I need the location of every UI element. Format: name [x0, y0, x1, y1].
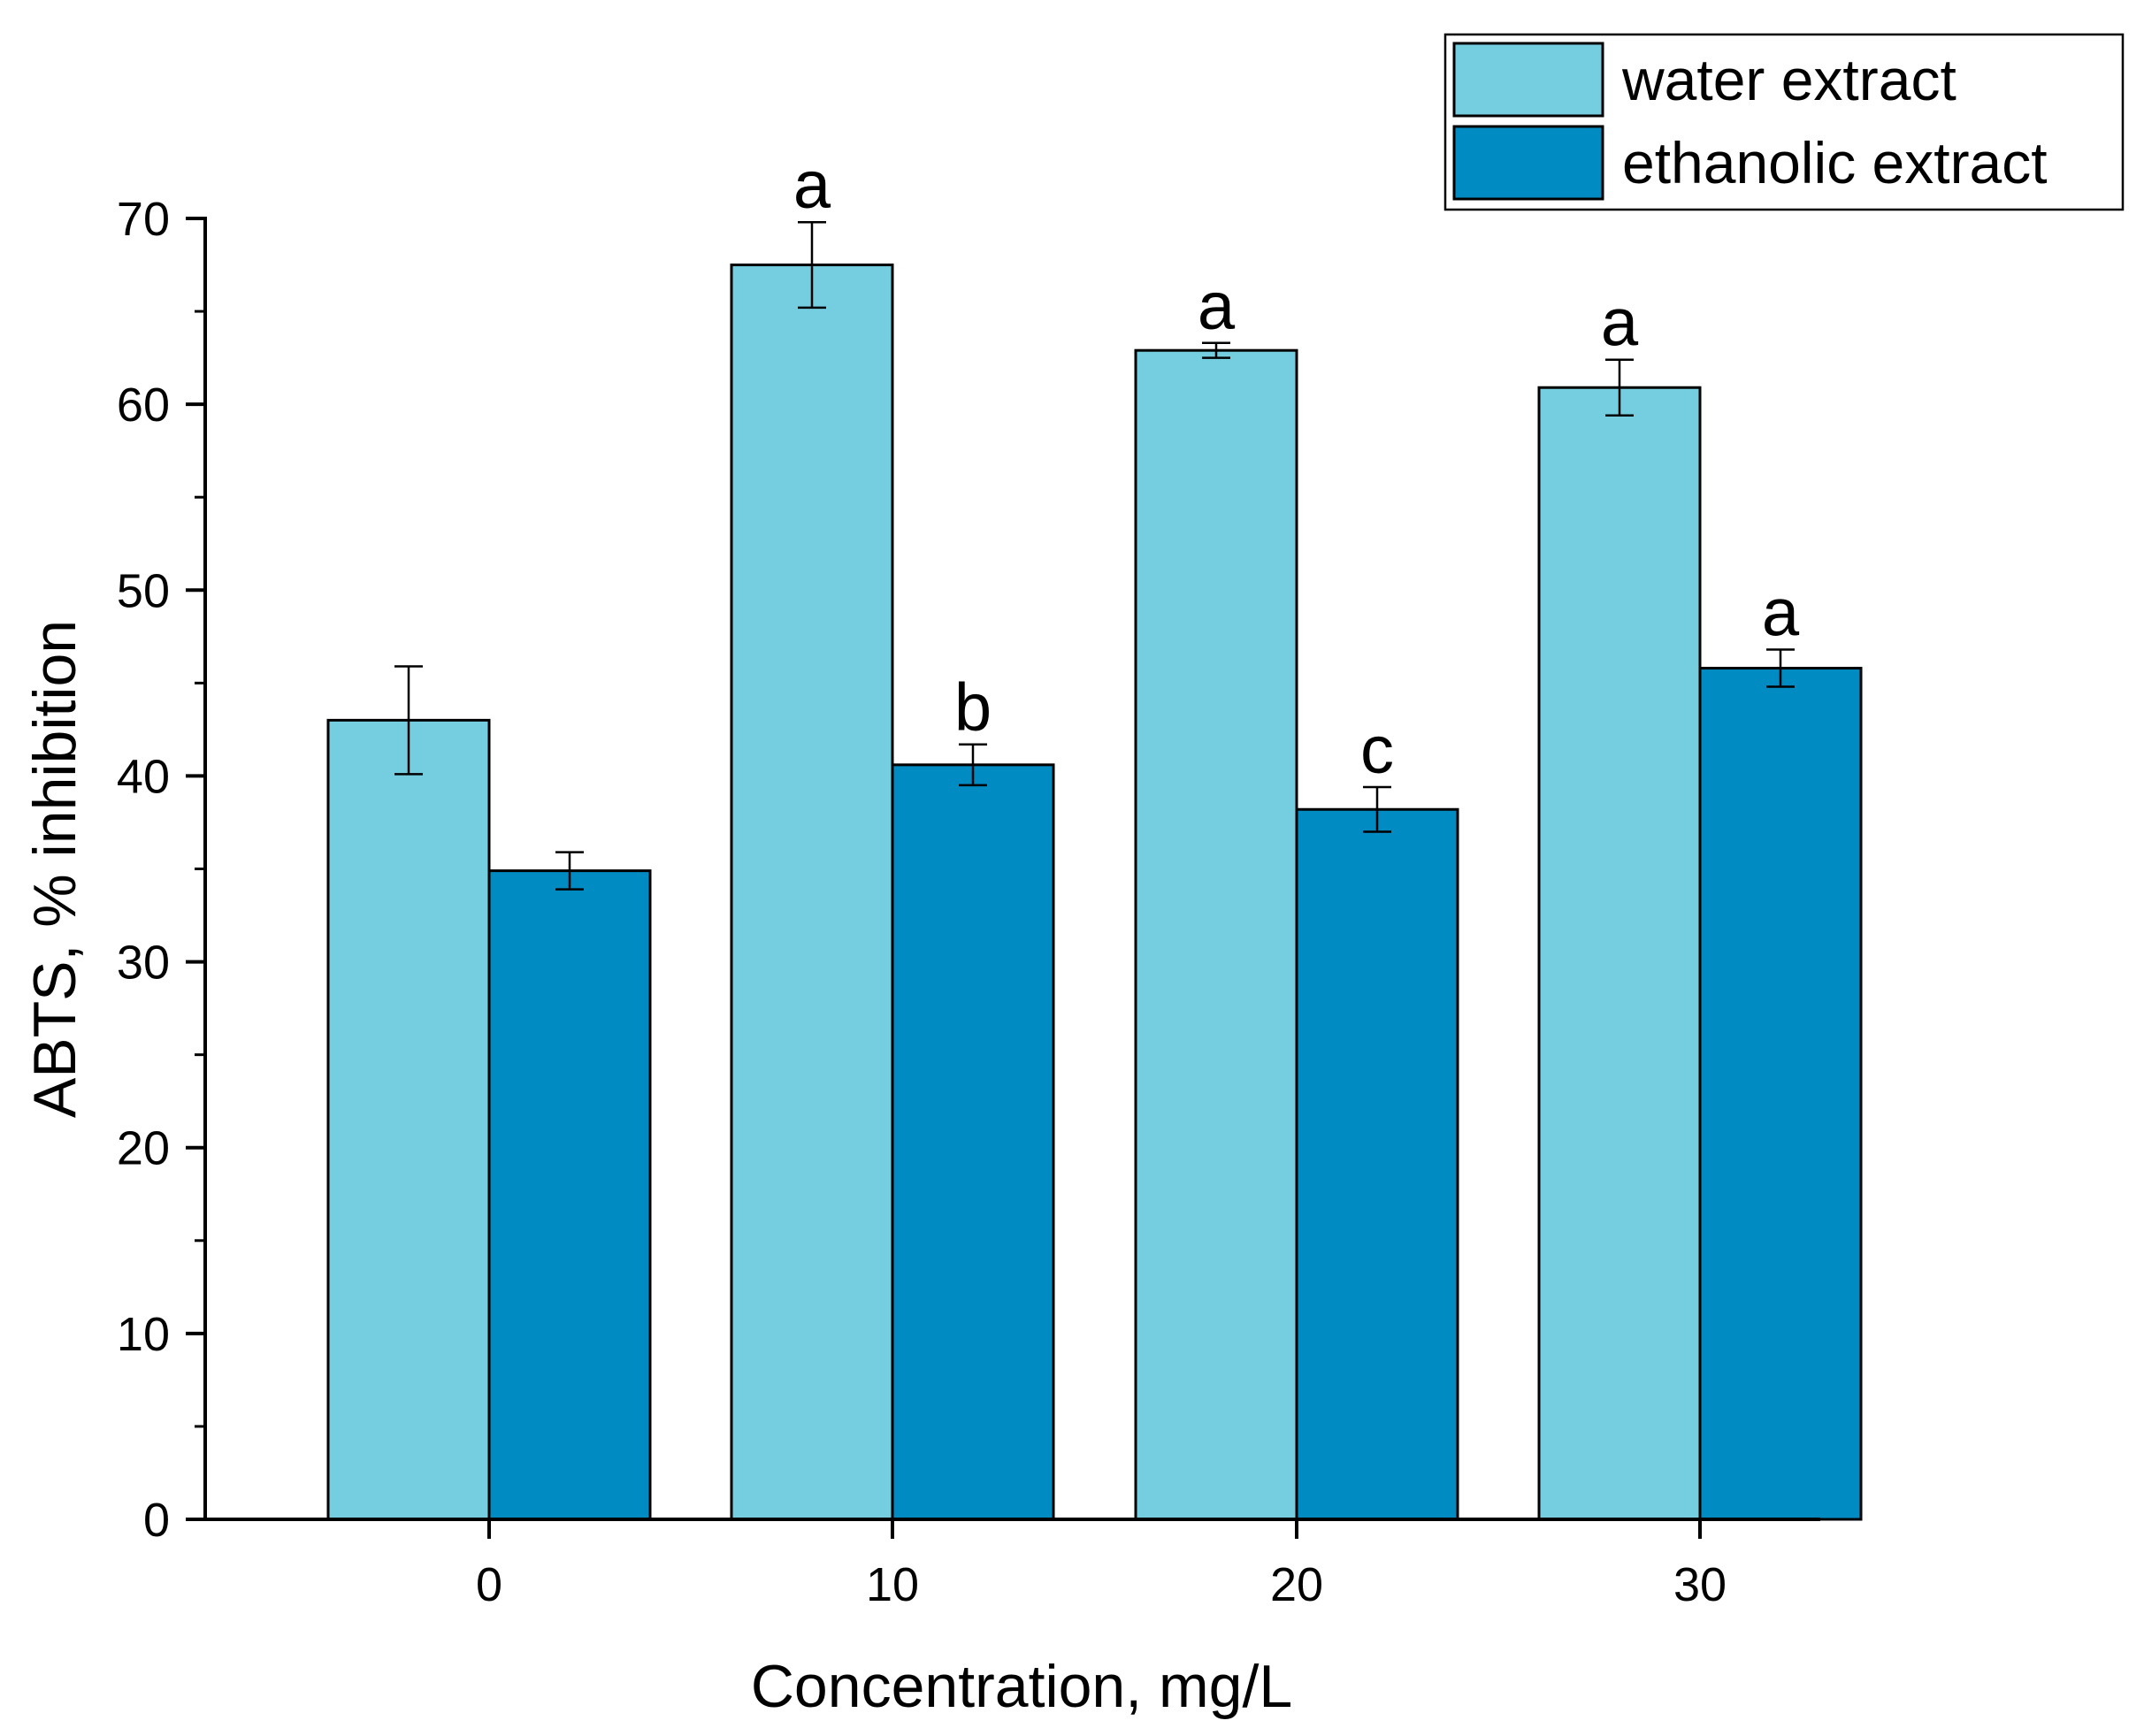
error-bar — [1202, 341, 1230, 359]
y-axis-title: ABTS, % inhibition — [21, 620, 88, 1118]
error-bar — [1766, 648, 1795, 688]
bar-ethanolic-extract — [891, 763, 1055, 1521]
bar-water-extract — [1537, 386, 1702, 1521]
significance-letter: a — [793, 148, 831, 223]
legend-label-ethanolic-extract: ethanolic extract — [1622, 130, 2048, 195]
significance-letter: a — [1762, 576, 1800, 651]
legend-swatch-ethanolic-extract — [1452, 125, 1604, 201]
x-tick-label: 0 — [476, 1558, 502, 1611]
bar-ethanolic-extract — [487, 869, 652, 1521]
y-tick-label: 30 — [117, 937, 170, 990]
y-tick-label: 70 — [117, 193, 170, 246]
error-bars-layer — [394, 220, 1795, 891]
x-tick-label: 30 — [1673, 1558, 1727, 1611]
error-bar — [1363, 785, 1391, 833]
error-bar — [555, 851, 584, 891]
x-ticks: 0 10 20 30 — [476, 1519, 1727, 1611]
y-tick-label: 50 — [117, 564, 170, 617]
y-tick-label: 20 — [117, 1122, 170, 1175]
y-tick-label: 10 — [117, 1308, 170, 1361]
bar-water-extract — [730, 264, 894, 1521]
y-tick-label: 0 — [143, 1494, 170, 1547]
y-tick-label: 60 — [117, 379, 170, 432]
error-bar — [959, 743, 987, 787]
significance-letter: a — [1601, 286, 1639, 361]
significance-letter: b — [954, 670, 992, 746]
error-bar — [1605, 358, 1634, 417]
x-tick-label: 10 — [866, 1558, 919, 1611]
bar-ethanolic-extract — [1698, 667, 1863, 1521]
x-tick-label: 20 — [1270, 1558, 1323, 1611]
legend-swatch-water-extract — [1452, 42, 1604, 118]
x-axis-title: Concentration, mg/L — [751, 1653, 1292, 1720]
y-ticks: 0 10 20 30 40 50 60 70 — [117, 193, 205, 1547]
significance-letter: a — [1198, 269, 1236, 344]
bar-water-extract — [1134, 348, 1298, 1521]
bars-layer — [326, 264, 1863, 1521]
bar-water-extract — [326, 718, 491, 1521]
legend: water extract ethanolic extract — [1443, 33, 2125, 211]
significance-letters-layer: a a a b c a — [793, 148, 1800, 788]
bar-ethanolic-extract — [1295, 807, 1459, 1521]
significance-letter: c — [1360, 713, 1394, 788]
error-bar — [798, 220, 826, 310]
error-bar — [394, 665, 423, 776]
y-tick-label: 40 — [117, 750, 170, 803]
legend-label-water-extract: water extract — [1621, 47, 1956, 112]
